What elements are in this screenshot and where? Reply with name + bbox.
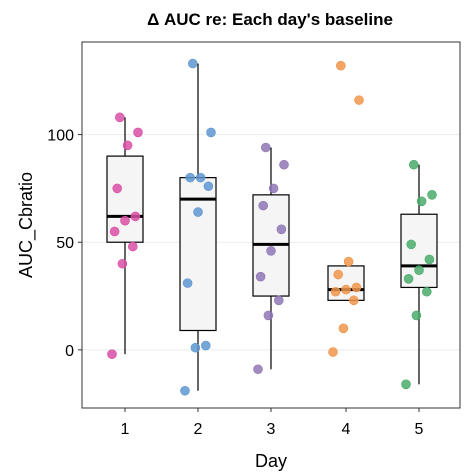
- y-axis: 0 50 100: [47, 128, 82, 360]
- point-day-4-0: [335, 60, 346, 71]
- point-day-2-9: [180, 385, 190, 396]
- point-day-2-6: [182, 278, 193, 288]
- point-day-3-6: [255, 271, 266, 282]
- point-day-4-6: [330, 286, 341, 297]
- point-day-2-3: [185, 172, 195, 183]
- point-day-5-7: [421, 286, 432, 297]
- point-day-3-3: [258, 200, 269, 211]
- point-day-5-4: [424, 254, 435, 265]
- point-day-2-8: [190, 342, 201, 353]
- points-group: [107, 58, 437, 396]
- point-day-4-8: [338, 323, 349, 334]
- x-tick-label-day-4: 4: [342, 421, 351, 438]
- x-axis: 1 2 3 4 5: [121, 408, 424, 438]
- point-day-1-5: [120, 215, 130, 226]
- point-day-5-9: [401, 379, 411, 390]
- point-day-3-9: [253, 364, 263, 375]
- point-day-1-3: [112, 183, 122, 194]
- point-day-3-1: [279, 159, 289, 170]
- point-day-5-2: [416, 196, 427, 207]
- point-day-1-4: [130, 211, 141, 222]
- point-day-4-7: [348, 295, 359, 306]
- x-tick-label-day-1: 1: [121, 421, 130, 438]
- x-tick-label-day-3: 3: [267, 421, 276, 438]
- point-day-4-1: [354, 95, 364, 105]
- box-day-2: [179, 177, 217, 332]
- x-tick-label-day-2: 2: [194, 421, 203, 438]
- point-day-5-5: [414, 265, 424, 276]
- point-day-3-0: [260, 142, 271, 153]
- point-day-1-6: [109, 226, 120, 237]
- point-day-1-0: [115, 112, 125, 123]
- box-group: [106, 63, 438, 391]
- point-day-3-2: [268, 183, 279, 194]
- point-day-4-2: [343, 256, 354, 267]
- y-tick-label-0: 0: [65, 343, 74, 360]
- chart-title: Δ AUC re: Each day's baseline: [147, 10, 393, 29]
- point-day-3-5: [266, 246, 276, 256]
- point-day-1-7: [128, 241, 138, 252]
- point-day-2-1: [206, 127, 216, 138]
- point-day-3-4: [276, 224, 287, 235]
- point-day-5-1: [427, 190, 437, 200]
- point-day-3-8: [263, 310, 274, 321]
- point-day-1-1: [133, 127, 143, 138]
- point-day-3-7: [273, 295, 284, 306]
- point-day-2-2: [195, 172, 206, 183]
- point-day-4-4: [351, 282, 362, 293]
- point-day-1-8: [117, 258, 128, 269]
- point-day-5-3: [406, 239, 417, 250]
- point-day-4-9: [328, 347, 338, 357]
- point-day-4-5: [341, 284, 351, 295]
- y-tick-label-50: 50: [56, 235, 74, 252]
- point-day-2-4: [203, 181, 214, 192]
- point-day-4-3: [333, 269, 344, 280]
- point-day-1-9: [107, 349, 117, 359]
- point-day-2-5: [193, 207, 203, 217]
- y-axis-label: AUC_Cbratio: [16, 172, 37, 278]
- point-day-5-0: [408, 159, 419, 170]
- point-day-2-7: [201, 340, 211, 351]
- point-day-5-8: [411, 310, 422, 321]
- point-day-5-6: [403, 274, 414, 284]
- x-tick-label-day-5: 5: [415, 421, 424, 438]
- x-axis-label: Day: [255, 451, 287, 471]
- point-day-2-0: [188, 58, 198, 69]
- y-tick-label-100: 100: [47, 128, 74, 145]
- point-day-1-2: [122, 140, 133, 151]
